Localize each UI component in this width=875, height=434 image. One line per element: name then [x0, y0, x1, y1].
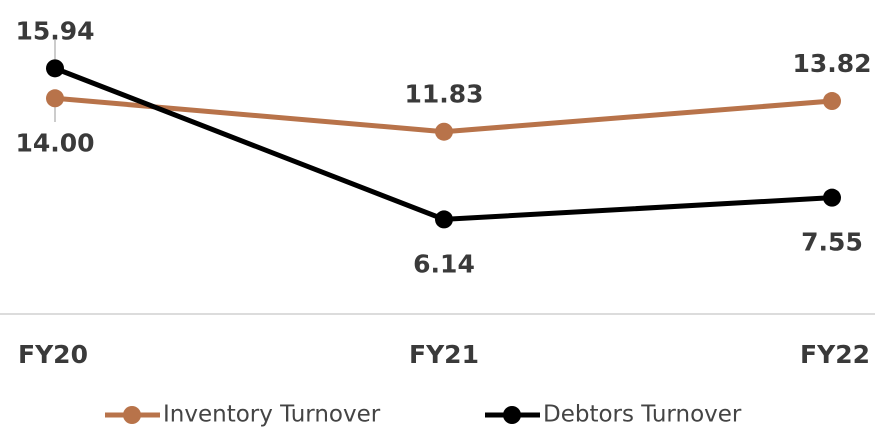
legend-marker — [503, 406, 521, 424]
x-tick-label: FY20 — [18, 340, 88, 369]
point — [46, 89, 64, 108]
x-tick-label: FY22 — [800, 340, 870, 369]
legend-marker — [123, 406, 141, 424]
data-label: 15.94 — [15, 16, 94, 45]
point — [46, 59, 64, 78]
point — [823, 92, 841, 111]
legend-label: Inventory Turnover — [163, 402, 381, 428]
legend-label: Debtors Turnover — [543, 402, 742, 428]
data-label: 11.83 — [404, 80, 483, 109]
data-label: 7.55 — [801, 228, 863, 257]
point — [823, 188, 841, 207]
x-tick-label: FY21 — [409, 340, 479, 369]
data-label: 13.82 — [792, 49, 871, 78]
data-label: 14.00 — [15, 128, 94, 157]
data-label: 6.14 — [413, 249, 475, 278]
point — [435, 122, 453, 141]
point — [435, 210, 453, 229]
